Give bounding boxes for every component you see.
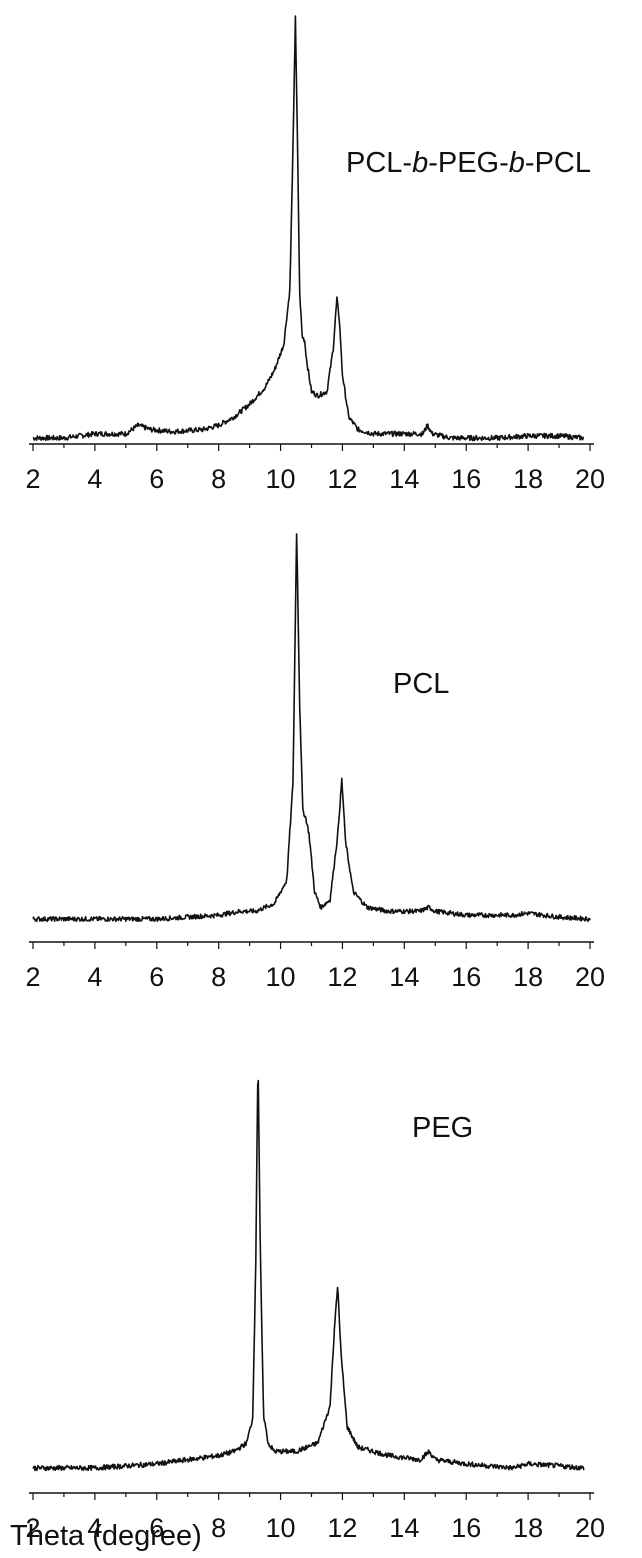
- x-tick-label: 6: [149, 464, 164, 494]
- x-tick-label: 8: [211, 962, 226, 992]
- series-label-part: PCL-: [346, 147, 412, 179]
- x-tick-label: 12: [327, 962, 357, 992]
- x-tick-label: 16: [451, 1513, 481, 1543]
- x-tick-label: 2: [25, 464, 40, 494]
- x-tick-label: 18: [513, 464, 543, 494]
- x-tick-label: 18: [513, 1513, 543, 1543]
- x-tick-label: 10: [266, 464, 296, 494]
- x-tick-label: 18: [513, 962, 543, 992]
- x-tick-label: 20: [575, 1513, 605, 1543]
- series-line-2: [33, 534, 590, 921]
- x-tick-label: 14: [389, 464, 419, 494]
- x-tick-label: 8: [211, 1513, 226, 1543]
- x-tick-label: 20: [575, 962, 605, 992]
- series-label-part: b: [509, 147, 525, 179]
- x-tick-label: 6: [149, 962, 164, 992]
- series-label-part: -PCL: [525, 147, 591, 179]
- x-tick-label: 10: [266, 962, 296, 992]
- x-tick-label: 8: [211, 464, 226, 494]
- series-label-part: PEG: [412, 1112, 473, 1144]
- x-tick-label: 12: [327, 464, 357, 494]
- x-tick-label: 10: [266, 1513, 296, 1543]
- x-tick-label: 16: [451, 464, 481, 494]
- x-tick-label: 12: [327, 1513, 357, 1543]
- x-tick-label: 20: [575, 464, 605, 494]
- x-axis-label: Theta (degree): [10, 1520, 202, 1552]
- x-tick-label: 2: [25, 962, 40, 992]
- x-tick-label: 4: [87, 962, 102, 992]
- x-tick-label: 16: [451, 962, 481, 992]
- series-label-part: -PEG-: [428, 147, 509, 179]
- x-tick-label: 14: [389, 962, 419, 992]
- x-tick-label: 4: [87, 464, 102, 494]
- series-label-part: PCL: [393, 668, 449, 700]
- x-tick-label: 14: [389, 1513, 419, 1543]
- series-label: PCL: [393, 668, 449, 700]
- series-line-3: [33, 1081, 584, 1471]
- panel-2: 2 4 6 8 10 12 14 16 18 20 PCL: [25, 534, 605, 992]
- series-label: PCL-b-PEG-b-PCL: [346, 147, 591, 179]
- series-label: PEG: [412, 1112, 473, 1144]
- series-line-1: [33, 16, 584, 441]
- series-label-part: b: [412, 147, 428, 179]
